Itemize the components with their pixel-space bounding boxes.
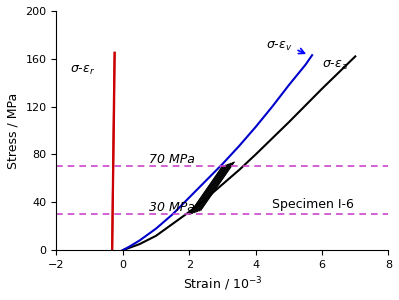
Text: Specimen I-6: Specimen I-6 — [272, 198, 354, 211]
Text: 30 MPa: 30 MPa — [149, 201, 195, 214]
X-axis label: Strain / 10$^{-3}$: Strain / 10$^{-3}$ — [183, 275, 262, 293]
Text: $\sigma$-$\varepsilon_a$: $\sigma$-$\varepsilon_a$ — [322, 59, 348, 73]
Text: $\sigma$-$\varepsilon_r$: $\sigma$-$\varepsilon_r$ — [70, 64, 95, 77]
Text: $\sigma$-$\varepsilon_v$: $\sigma$-$\varepsilon_v$ — [266, 40, 292, 53]
Y-axis label: Stress / MPa: Stress / MPa — [7, 92, 20, 169]
Text: 70 MPa: 70 MPa — [149, 153, 195, 166]
